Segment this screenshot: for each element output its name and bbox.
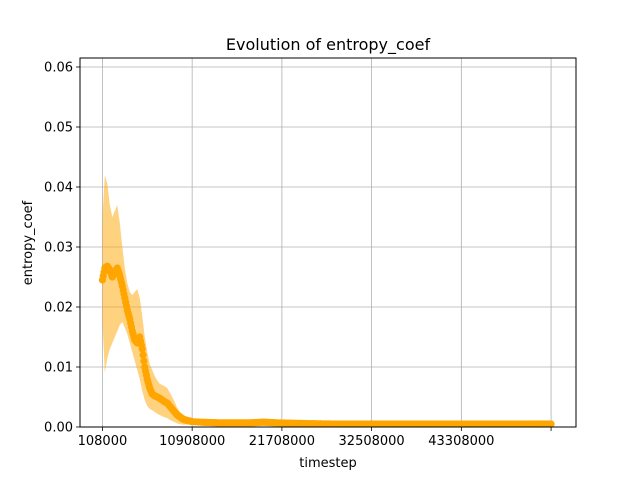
x-tick-label: 10908000 [159, 434, 225, 449]
y-tick-label: 0.06 [44, 61, 73, 76]
data-point [138, 345, 146, 353]
x-tick-label: 21708000 [249, 434, 315, 449]
x-tick-label: 32508000 [339, 434, 405, 449]
data-point [139, 351, 147, 359]
data-series [98, 262, 555, 428]
plot-border [79, 57, 577, 428]
y-tick-label: 0.03 [44, 241, 73, 256]
y-axis-ticks: 0.00 0.01 0.02 0.03 0.04 0.05 0.06 [44, 61, 80, 436]
axes-frame [79, 57, 577, 428]
y-tick-label: 0.05 [44, 121, 73, 136]
y-tick-label: 0.00 [44, 421, 73, 436]
std-band [102, 175, 552, 426]
data-point [547, 420, 555, 428]
x-axis-ticks: 108000 10908000 21708000 32508000 43308000 [78, 427, 552, 449]
y-tick-label: 0.01 [44, 361, 73, 376]
x-tick-label: 43308000 [428, 434, 494, 449]
confidence-band [102, 175, 552, 426]
chart-title: Evolution of entropy_coef [226, 35, 431, 55]
y-axis-label: entropy_coef [21, 200, 36, 285]
y-tick-label: 0.04 [44, 181, 73, 196]
x-tick-label: 108000 [78, 434, 128, 449]
y-tick-label: 0.02 [44, 301, 73, 316]
grid-lines [80, 58, 576, 428]
x-axis-label: timestep [299, 456, 357, 471]
data-point [140, 357, 148, 365]
